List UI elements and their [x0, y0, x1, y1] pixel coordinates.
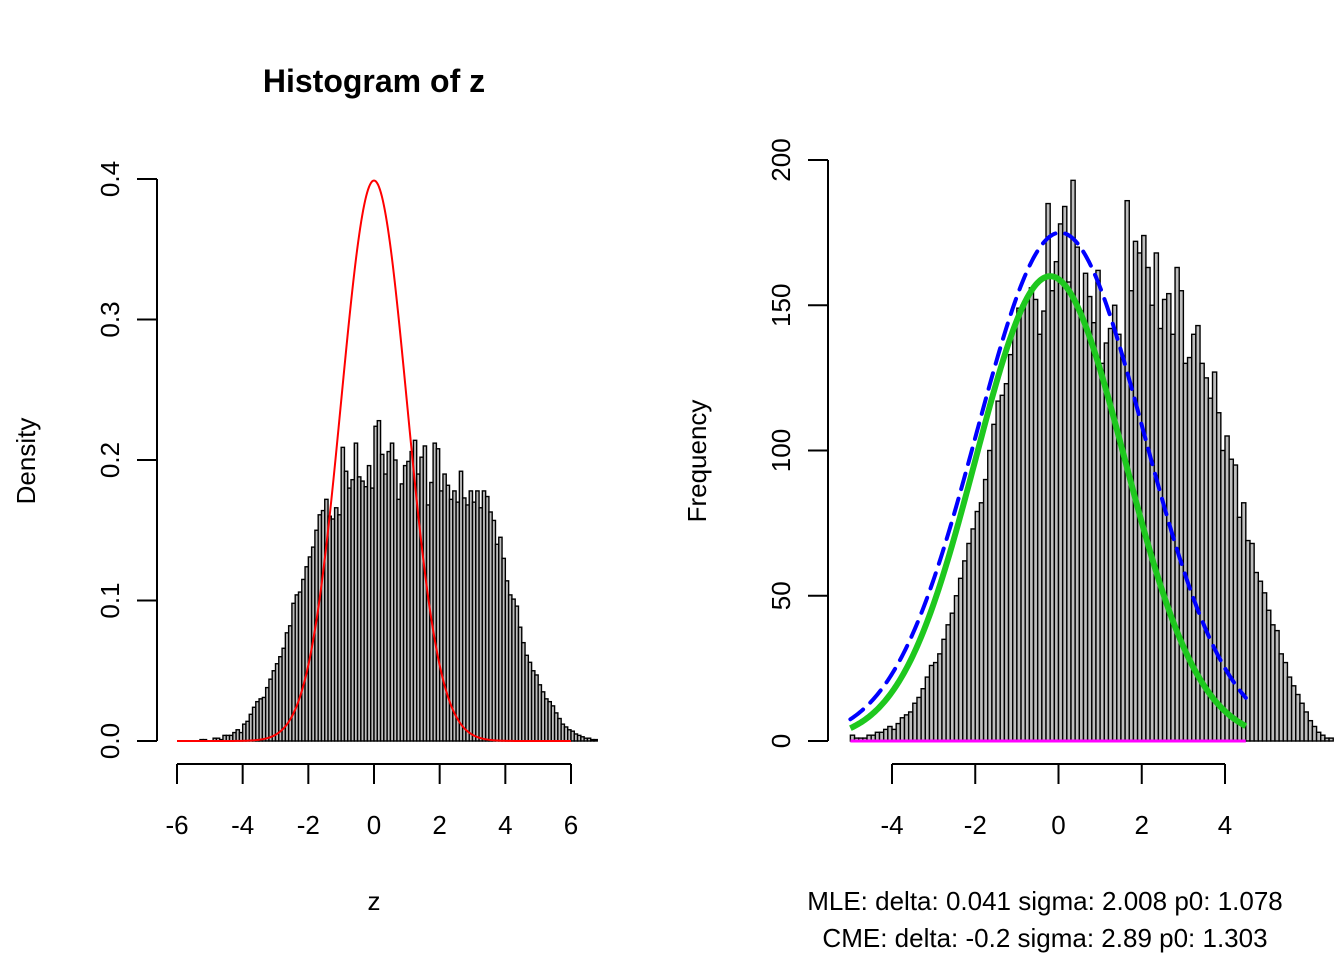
y-tick-label: 200 — [766, 138, 796, 181]
left-y-axis: 0.0 0.1 0.2 0.3 0.4 — [95, 161, 158, 759]
x-tick-label: 6 — [564, 810, 578, 840]
right-y-axis: 0 50 100 150 200 — [766, 138, 829, 748]
left-histogram-bars — [199, 419, 598, 742]
left-x-axis-label: z — [368, 886, 381, 916]
y-tick-label: 50 — [766, 581, 796, 610]
histogram-bar — [1328, 737, 1334, 742]
x-tick-label: -2 — [297, 810, 320, 840]
y-tick-label: 0.1 — [95, 582, 125, 618]
right-cme-fit-curve — [849, 273, 1248, 731]
x-tick-label: 4 — [1218, 810, 1232, 840]
left-x-axis: -6 -4 -2 0 2 4 6 — [165, 763, 578, 840]
x-tick-label: -4 — [880, 810, 903, 840]
right-panel: 0 50 100 150 200 -4 -2 0 2 4 Frequency MLE: delt… — [682, 138, 1334, 953]
mle-annotation: MLE: delta: 0.041 sigma: 2.008 p0: 1.078 — [807, 886, 1283, 916]
left-chart-title: Histogram of z — [263, 63, 485, 99]
y-tick-label: 0 — [766, 734, 796, 748]
right-mle-fit-curve — [848, 230, 1248, 722]
x-tick-label: 4 — [498, 810, 512, 840]
x-tick-label: -6 — [165, 810, 188, 840]
y-tick-label: 0.3 — [95, 301, 125, 337]
x-tick-label: -4 — [231, 810, 254, 840]
y-tick-label: 0.2 — [95, 442, 125, 478]
left-y-axis-label: Density — [11, 418, 41, 505]
histogram-bar — [593, 738, 598, 742]
x-tick-label: 0 — [1051, 810, 1065, 840]
x-tick-label: -2 — [964, 810, 987, 840]
left-normal-density-curve — [177, 179, 571, 742]
right-x-axis: -4 -2 0 2 4 — [880, 763, 1232, 840]
x-tick-label: 0 — [367, 810, 381, 840]
left-panel: Histogram of z 0.0 0.1 0.2 0.3 0.4 -6 -4 -2 0 2 4… — [11, 63, 598, 916]
right-y-axis-label: Frequency — [682, 400, 712, 523]
x-tick-label: 2 — [1135, 810, 1149, 840]
cme-annotation: CME: delta: -0.2 sigma: 2.89 p0: 1.303 — [822, 923, 1267, 953]
y-tick-label: 150 — [766, 284, 796, 327]
y-tick-label: 0.4 — [95, 161, 125, 197]
y-tick-label: 0.0 — [95, 723, 125, 759]
y-tick-label: 100 — [766, 429, 796, 472]
x-tick-label: 2 — [432, 810, 446, 840]
